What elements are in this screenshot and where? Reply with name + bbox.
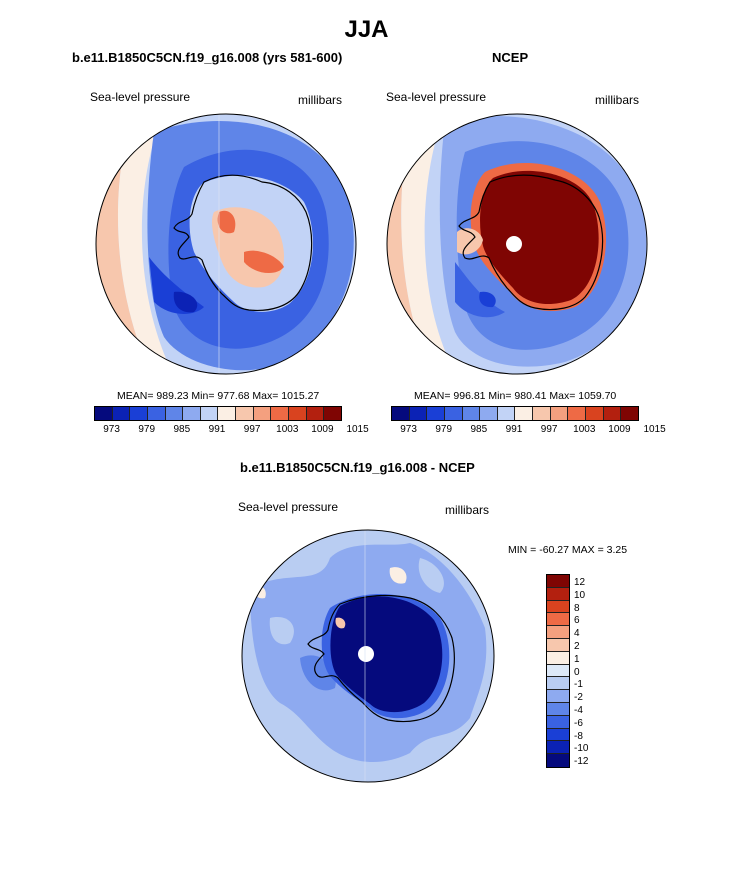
diff-units: millibars [445, 503, 490, 517]
colorbar-swatch [130, 407, 148, 420]
diff-colorbar-swatch [547, 741, 569, 755]
diff-minmax: MIN = -60.27 MAX = 3.25 [508, 544, 628, 556]
panel-1-colorbar [94, 406, 342, 421]
colorbar-swatch [253, 407, 272, 420]
colorbar-swatch [392, 407, 410, 420]
diff-colorbar-swatch [547, 600, 569, 614]
colorbar-swatch [480, 407, 498, 420]
colorbar-swatch [550, 407, 569, 420]
colorbar-swatch [324, 407, 341, 420]
colorbar-swatch [586, 407, 604, 420]
colorbar-swatch [568, 407, 587, 420]
diff-colorbar-label: -2 [574, 692, 583, 704]
diff-colorbar-label: 0 [574, 666, 580, 678]
diff-colorbar-label: 10 [574, 589, 586, 601]
diff-colorbar-swatch [547, 638, 569, 652]
diff-colorbar [546, 574, 570, 768]
panel-2-variable: Sea-level pressure [386, 90, 487, 104]
colorbar-tick-label: 991 [505, 424, 523, 435]
diff-colorbar-swatch [547, 702, 569, 716]
colorbar-swatch [183, 407, 201, 420]
diff-colorbar-label: 2 [574, 641, 580, 652]
panel-2-colorbar-ticks: 973 979 985 991 997 1003 1009 1015 [391, 424, 665, 438]
colorbar-tick-label: 1009 [608, 424, 631, 435]
colorbar-tick-label: 979 [138, 424, 156, 435]
colorbar-tick-label: 1009 [311, 424, 334, 435]
colorbar-swatch [218, 407, 237, 420]
colorbar-swatch [462, 407, 481, 420]
colorbar-swatch [289, 407, 307, 420]
diff-title: b.e11.B1850C5CN.f19_g16.008 - NCEP [240, 460, 475, 475]
diff-colorbar-label: 1 [574, 653, 580, 665]
diff-colorbar-label: 4 [574, 628, 580, 640]
figure-title: JJA [344, 16, 389, 43]
diff-colorbar-swatch [547, 664, 569, 678]
colorbar-swatch [236, 407, 254, 420]
panel-2-title: NCEP [492, 50, 529, 65]
colorbar-tick-label: 1003 [573, 424, 596, 435]
colorbar-swatch [515, 407, 534, 420]
colorbar-tick-label: 1015 [346, 424, 369, 435]
panel-1-units: millibars [298, 93, 343, 107]
colorbar-swatch [95, 407, 113, 420]
diff-colorbar-swatch [547, 715, 569, 729]
colorbar-swatch [427, 407, 445, 420]
colorbar-tick-label: 973 [400, 424, 417, 435]
diff-polar-map [241, 529, 495, 783]
diff-colorbar-label: 12 [574, 577, 586, 588]
panel-1-variable: Sea-level pressure [90, 90, 191, 104]
diff-colorbar-label: -10 [574, 743, 589, 755]
diff-colorbar-swatch [547, 626, 569, 639]
colorbar-swatch [271, 407, 290, 420]
colorbar-tick-label: 991 [208, 424, 226, 435]
colorbar-tick-label: 985 [173, 424, 191, 435]
diff-colorbar-label: 8 [574, 602, 580, 614]
colorbar-tick-label: 985 [470, 424, 488, 435]
colorbar-tick-label: 1003 [276, 424, 299, 435]
diff-colorbar-swatch [547, 587, 569, 601]
panel-1-colorbar-ticks: 973 979 985 991 997 1003 1009 1015 [94, 424, 368, 438]
colorbar-tick-label: 973 [103, 424, 120, 435]
panel-2-units: millibars [595, 93, 640, 107]
diff-colorbar-swatch [547, 575, 569, 588]
diff-colorbar-swatch [547, 651, 569, 665]
diff-colorbar-swatch [547, 677, 569, 691]
panel-1-stats: MEAN= 989.23 Min= 977.68 Max= 1015.27 [117, 390, 320, 402]
colorbar-swatch [409, 407, 428, 420]
diff-colorbar-swatch [547, 754, 569, 767]
colorbar-swatch [621, 407, 638, 420]
panel-2-polar-map [386, 113, 648, 375]
diff-colorbar-labels: 12 10 8 6 4 2 1 0 -1 -2 -4 -6 -8 -10 -12 [574, 574, 614, 779]
colorbar-tick-label: 997 [243, 424, 261, 435]
diff-colorbar-label: -6 [574, 717, 583, 729]
diff-colorbar-label: -1 [574, 679, 583, 691]
colorbar-swatch [165, 407, 184, 420]
colorbar-swatch [200, 407, 219, 420]
diff-colorbar-swatch [547, 613, 569, 627]
colorbar-swatch [112, 407, 131, 420]
panel-2-stats: MEAN= 996.81 Min= 980.41 Max= 1059.70 [414, 390, 617, 402]
colorbar-swatch [603, 407, 622, 420]
colorbar-swatch [497, 407, 516, 420]
panel-1-title: b.e11.B1850C5CN.f19_g16.008 (yrs 581-600… [72, 50, 343, 65]
panel-1-polar-map [95, 113, 357, 375]
diff-colorbar-swatch [547, 690, 569, 703]
colorbar-swatch [306, 407, 325, 420]
diff-colorbar-label: -4 [574, 705, 583, 716]
colorbar-tick-label: 979 [435, 424, 453, 435]
diff-colorbar-swatch [547, 728, 569, 742]
colorbar-swatch [147, 407, 166, 420]
colorbar-swatch [533, 407, 551, 420]
diff-variable: Sea-level pressure [238, 500, 339, 514]
colorbar-tick-label: 1015 [643, 424, 666, 435]
diff-colorbar-label: -12 [574, 756, 589, 768]
panel-2-colorbar [391, 406, 639, 421]
diff-colorbar-label: -8 [574, 730, 583, 742]
colorbar-tick-label: 997 [540, 424, 558, 435]
diff-colorbar-label: 6 [574, 615, 580, 627]
colorbar-swatch [444, 407, 463, 420]
